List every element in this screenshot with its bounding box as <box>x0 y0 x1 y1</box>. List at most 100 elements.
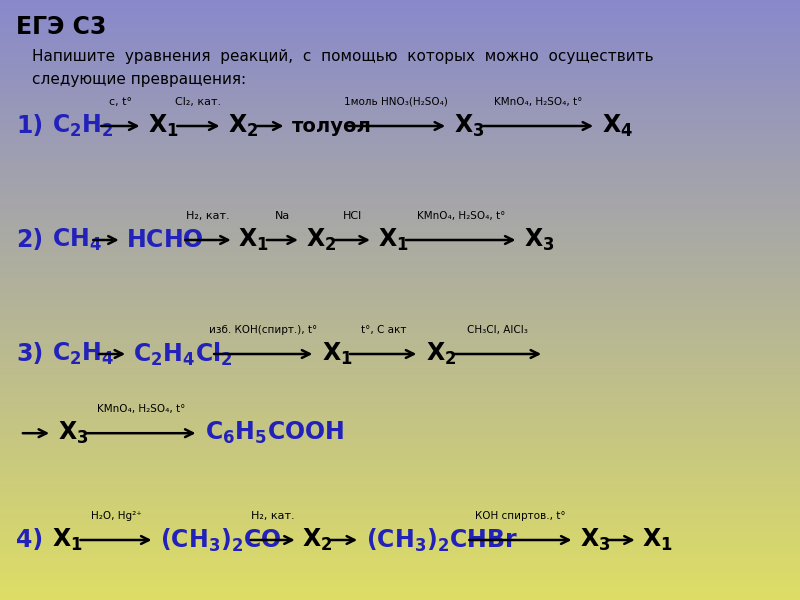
Bar <box>0 150 800 152</box>
Bar <box>0 422 800 424</box>
Text: H₂O, Hg²⁺: H₂O, Hg²⁺ <box>90 511 142 521</box>
Bar <box>0 528 800 530</box>
Bar <box>0 20 800 22</box>
Bar <box>0 518 800 520</box>
Bar <box>0 188 800 190</box>
Bar <box>0 522 800 524</box>
Bar <box>0 356 800 358</box>
Bar <box>0 108 800 110</box>
Bar <box>0 334 800 336</box>
Bar <box>0 492 800 494</box>
Bar <box>0 176 800 178</box>
Bar <box>0 130 800 132</box>
Bar <box>0 192 800 194</box>
Bar <box>0 494 800 496</box>
Bar <box>0 276 800 278</box>
Bar <box>0 468 800 470</box>
Bar <box>0 336 800 338</box>
Bar <box>0 434 800 436</box>
Text: $\mathbf{HCHO}$: $\mathbf{HCHO}$ <box>126 228 204 252</box>
Bar <box>0 6 800 8</box>
Bar <box>0 56 800 58</box>
Bar <box>0 238 800 240</box>
Bar <box>0 398 800 400</box>
Bar <box>0 474 800 476</box>
Bar <box>0 386 800 388</box>
Bar <box>0 22 800 24</box>
Bar <box>0 266 800 268</box>
Bar <box>0 76 800 78</box>
Bar <box>0 44 800 46</box>
Bar <box>0 0 800 2</box>
Text: $\mathbf{X_1}$: $\mathbf{X_1}$ <box>52 527 82 553</box>
Bar <box>0 290 800 292</box>
Bar <box>0 26 800 28</box>
Bar <box>0 526 800 528</box>
Bar <box>0 62 800 64</box>
Bar <box>0 160 800 162</box>
Bar <box>0 318 800 320</box>
Bar <box>0 578 800 580</box>
Text: 1моль HNO₃(H₂SO₄): 1моль HNO₃(H₂SO₄) <box>344 97 448 107</box>
Bar <box>0 570 800 572</box>
Bar <box>0 90 800 92</box>
Bar <box>0 28 800 30</box>
Bar <box>0 426 800 428</box>
Bar <box>0 540 800 542</box>
Bar <box>0 516 800 518</box>
Bar <box>0 348 800 350</box>
Bar <box>0 382 800 384</box>
Bar <box>0 196 800 198</box>
Bar <box>0 460 800 462</box>
Bar <box>0 500 800 502</box>
Bar <box>0 562 800 564</box>
Text: $\mathbf{X_1}$: $\mathbf{X_1}$ <box>378 227 408 253</box>
Bar <box>0 546 800 548</box>
Text: $\mathbf{X_2}$: $\mathbf{X_2}$ <box>426 341 456 367</box>
Text: изб. КОН(спирт.), t°: изб. КОН(спирт.), t° <box>209 325 318 335</box>
Text: с, t°: с, t° <box>109 97 132 107</box>
Bar <box>0 70 800 72</box>
Bar <box>0 296 800 298</box>
Bar <box>0 360 800 362</box>
Bar <box>0 206 800 208</box>
Bar <box>0 502 800 504</box>
Bar <box>0 228 800 230</box>
Bar <box>0 96 800 98</box>
Bar <box>0 208 800 210</box>
Bar <box>0 532 800 534</box>
Bar <box>0 152 800 154</box>
Bar <box>0 584 800 586</box>
Bar <box>0 448 800 450</box>
Bar <box>0 364 800 366</box>
Bar <box>0 226 800 228</box>
Bar <box>0 408 800 410</box>
Bar <box>0 52 800 54</box>
Bar <box>0 260 800 262</box>
Bar <box>0 164 800 166</box>
Bar <box>0 186 800 188</box>
Bar <box>0 452 800 454</box>
Bar <box>0 294 800 296</box>
Bar <box>0 472 800 474</box>
Bar <box>0 50 800 52</box>
Bar <box>0 444 800 446</box>
Bar <box>0 24 800 26</box>
Bar <box>0 488 800 490</box>
Bar <box>0 194 800 196</box>
Bar <box>0 456 800 458</box>
Bar <box>0 352 800 354</box>
Bar <box>0 454 800 456</box>
Text: $\mathbf{X_2}$: $\mathbf{X_2}$ <box>228 113 258 139</box>
Bar <box>0 538 800 540</box>
Bar <box>0 170 800 172</box>
Text: $\mathbf{X_3}$: $\mathbf{X_3}$ <box>58 420 88 446</box>
Text: 2): 2) <box>16 228 43 252</box>
Text: $\mathbf{X_3}$: $\mathbf{X_3}$ <box>454 113 485 139</box>
Bar <box>0 102 800 104</box>
Bar <box>0 418 800 420</box>
Bar <box>0 126 800 128</box>
Bar <box>0 576 800 578</box>
Bar <box>0 328 800 330</box>
Bar <box>0 98 800 100</box>
